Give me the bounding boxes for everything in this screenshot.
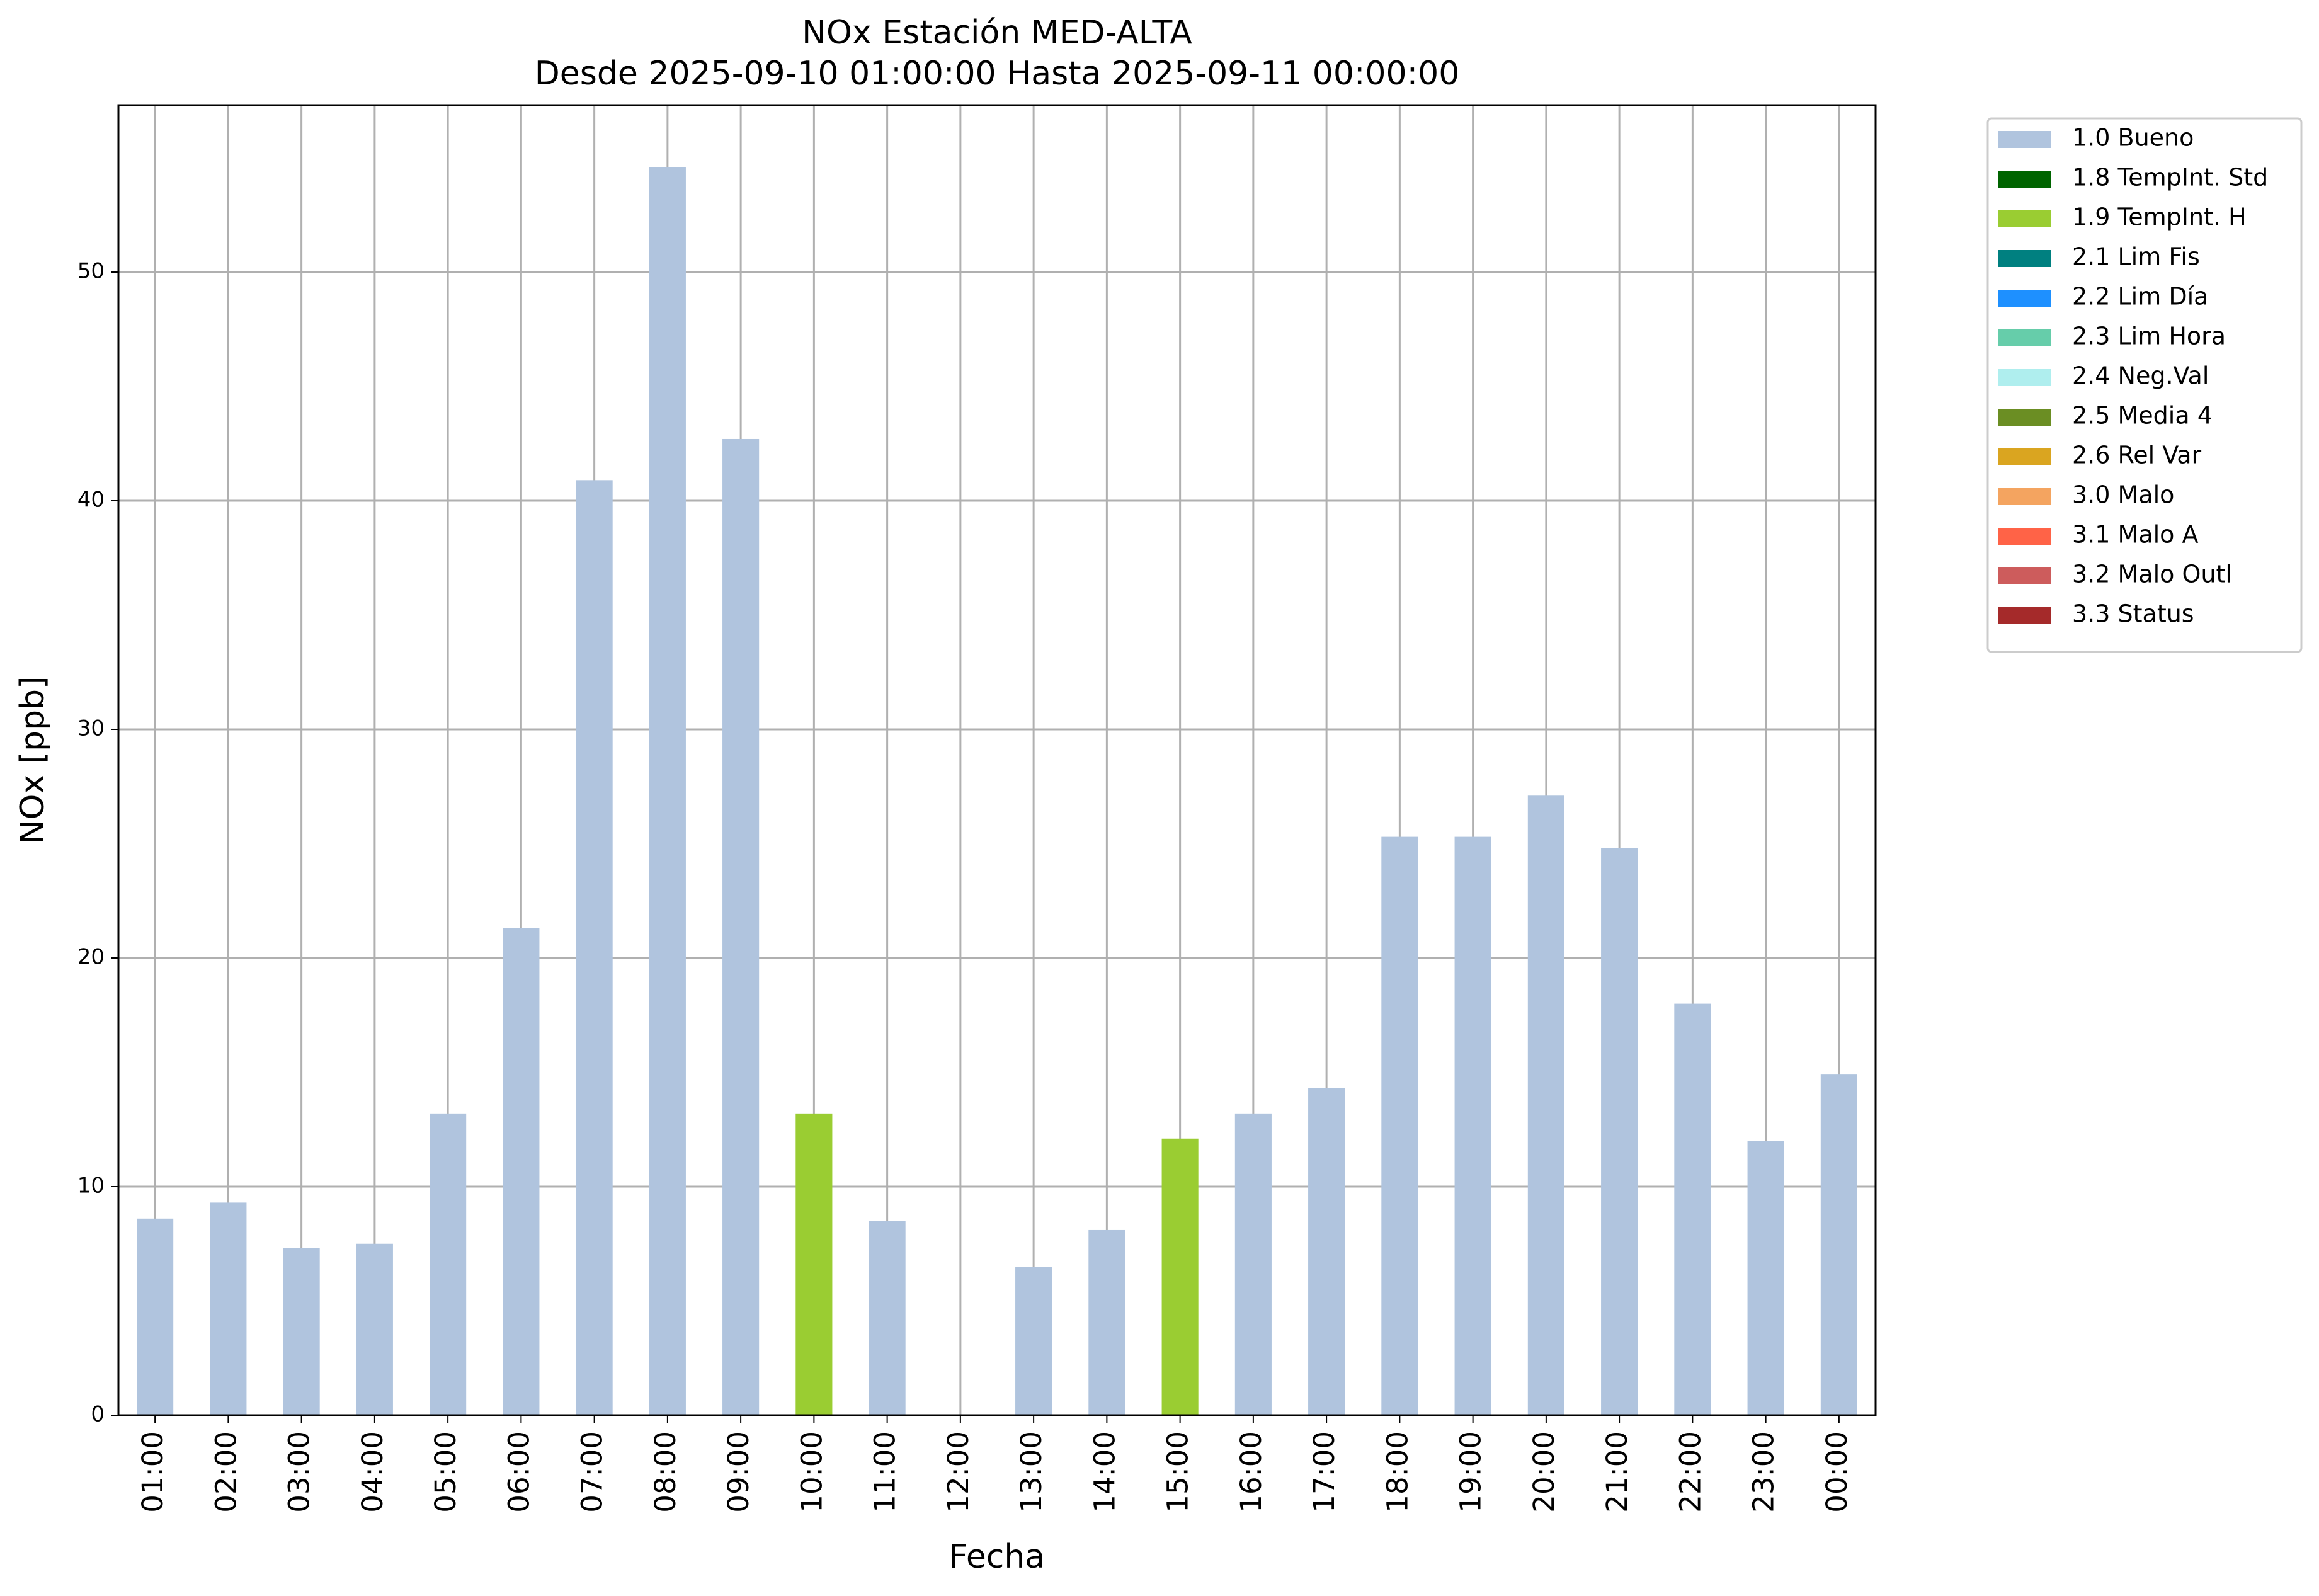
x-tick-label: 06:00 xyxy=(502,1431,535,1513)
legend-label: 1.0 Bueno xyxy=(2072,124,2194,152)
y-tick-label: 0 xyxy=(91,1402,105,1427)
x-tick-label: 15:00 xyxy=(1161,1431,1195,1513)
x-tick-label: 16:00 xyxy=(1234,1431,1268,1513)
x-tick-label: 21:00 xyxy=(1600,1431,1634,1513)
bar xyxy=(1674,1003,1711,1415)
bar xyxy=(210,1202,247,1415)
y-tick-label: 30 xyxy=(77,715,105,741)
bar xyxy=(1527,795,1564,1415)
legend-swatch xyxy=(1998,131,2051,148)
legend-swatch xyxy=(1998,329,2051,346)
bar xyxy=(1820,1074,1857,1415)
bar xyxy=(503,928,540,1415)
legend-swatch xyxy=(1998,409,2051,426)
legend-label: 2.6 Rel Var xyxy=(2072,442,2202,469)
legend-label: 3.2 Malo Outl xyxy=(2072,561,2232,588)
bar xyxy=(1601,848,1638,1415)
x-tick-label: 07:00 xyxy=(576,1431,609,1513)
legend-swatch xyxy=(1998,250,2051,267)
legend-label: 3.3 Status xyxy=(2072,600,2194,628)
bar xyxy=(1454,836,1491,1415)
bar xyxy=(576,480,613,1415)
legend-label: 2.3 Lim Hora xyxy=(2072,322,2226,350)
x-tick-label: 10:00 xyxy=(795,1431,828,1513)
chart-subtitle: Desde 2025-09-10 01:00:00 Hasta 2025-09-… xyxy=(535,55,1460,93)
bar xyxy=(137,1218,174,1415)
bar xyxy=(649,167,686,1415)
legend-swatch xyxy=(1998,369,2051,386)
y-tick-label: 10 xyxy=(77,1173,105,1198)
y-tick-label: 50 xyxy=(77,258,105,283)
bar xyxy=(1747,1141,1784,1415)
legend-label: 1.9 TempInt. H xyxy=(2072,203,2247,231)
x-tick-label: 14:00 xyxy=(1088,1431,1121,1513)
x-tick-label: 12:00 xyxy=(942,1431,975,1513)
x-tick-label: 13:00 xyxy=(1015,1431,1048,1513)
x-tick-label: 01:00 xyxy=(136,1431,169,1513)
legend-swatch xyxy=(1998,567,2051,584)
legend-swatch xyxy=(1998,210,2051,227)
x-tick-label: 20:00 xyxy=(1527,1431,1561,1513)
x-tick-label: 03:00 xyxy=(283,1431,316,1513)
x-tick-label: 18:00 xyxy=(1381,1431,1414,1513)
legend-swatch xyxy=(1998,607,2051,624)
x-axis-label: Fecha xyxy=(949,1538,1045,1576)
legend-swatch xyxy=(1998,290,2051,307)
legend-box xyxy=(1986,117,2303,653)
x-tick-label: 08:00 xyxy=(649,1431,682,1513)
legend-label: 1.8 TempInt. Std xyxy=(2072,164,2268,191)
bar xyxy=(722,438,760,1415)
legend-label: 2.2 Lim Día xyxy=(2072,283,2208,311)
legend-swatch xyxy=(1998,171,2051,188)
bar xyxy=(869,1221,906,1415)
legend-swatch xyxy=(1998,448,2051,465)
bar xyxy=(1088,1229,1125,1415)
bar xyxy=(1381,836,1418,1415)
legend-label: 3.1 Malo A xyxy=(2072,521,2198,549)
x-tick-label: 05:00 xyxy=(429,1431,462,1513)
x-tick-label: 00:00 xyxy=(1820,1431,1854,1513)
legend-label: 2.4 Neg.Val xyxy=(2072,362,2209,390)
bar xyxy=(356,1243,393,1415)
x-tick-label: 09:00 xyxy=(722,1431,755,1513)
legend-label: 2.5 Media 4 xyxy=(2072,402,2213,430)
legend-label: 2.1 Lim Fis xyxy=(2072,243,2200,271)
legend-swatch xyxy=(1998,488,2051,505)
x-tick-label: 23:00 xyxy=(1747,1431,1781,1513)
bar xyxy=(1234,1113,1272,1415)
legend-swatch xyxy=(1998,528,2051,545)
y-tick-label: 40 xyxy=(77,487,105,512)
bar xyxy=(283,1248,320,1415)
bar xyxy=(1161,1138,1199,1415)
y-axis-label: NOx [ppb] xyxy=(14,676,52,845)
bar xyxy=(1015,1267,1052,1415)
x-tick-label: 11:00 xyxy=(869,1431,902,1513)
x-tick-label: 19:00 xyxy=(1454,1431,1488,1513)
x-tick-label: 17:00 xyxy=(1308,1431,1341,1513)
chart-title: NOx Estación MED-ALTA xyxy=(802,14,1192,52)
legend-label: 3.0 Malo xyxy=(2072,481,2174,509)
bar xyxy=(795,1113,833,1415)
y-tick-label: 20 xyxy=(77,944,105,969)
x-tick-label: 02:00 xyxy=(209,1431,242,1513)
x-tick-label: 04:00 xyxy=(356,1431,389,1513)
bar xyxy=(430,1113,467,1415)
plot-frame xyxy=(117,104,1877,1416)
x-tick-label: 22:00 xyxy=(1673,1431,1707,1513)
bar xyxy=(1308,1088,1345,1415)
